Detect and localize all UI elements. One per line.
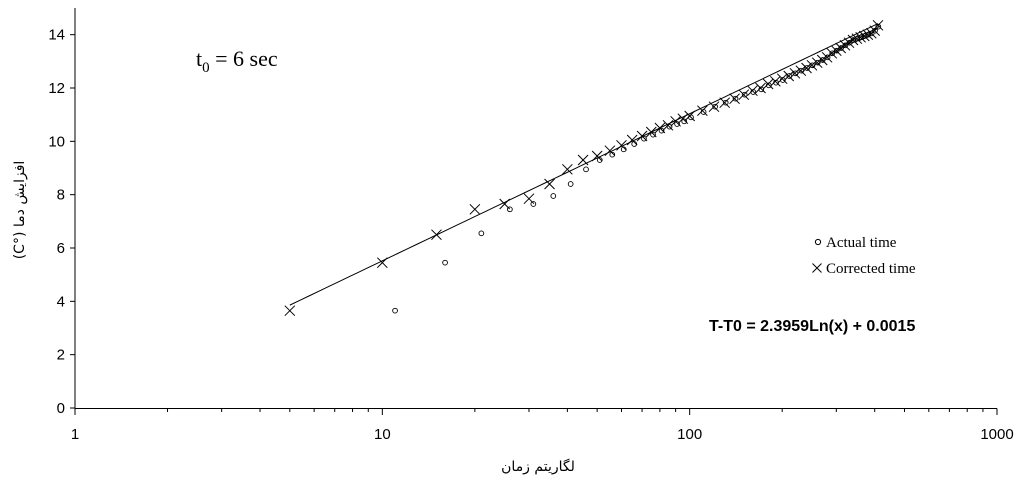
corrected-time-point <box>851 33 863 45</box>
corrected-time-point <box>806 59 818 71</box>
actual-time-point <box>478 230 485 237</box>
corrected-time-point <box>847 34 859 46</box>
corrected-time-point <box>431 229 442 241</box>
y-tick-label: 8 <box>57 187 65 204</box>
trendline <box>289 23 879 306</box>
corrected-time-point <box>816 54 828 66</box>
legend-label-corrected-time: Corrected time <box>826 261 916 277</box>
legend-label-actual-time: Actual time <box>826 235 897 251</box>
y-tick-label: 10 <box>48 133 65 150</box>
corrected-time-point <box>738 89 750 101</box>
corrected-time-point <box>862 29 874 41</box>
corrected-time-point <box>376 257 388 269</box>
actual-time-point <box>392 307 398 314</box>
x-tick-label: 100 <box>677 426 702 443</box>
corrected-time-point <box>811 57 823 69</box>
corrected-time-point <box>677 113 689 125</box>
legend: Actual time Corrected time <box>812 235 916 277</box>
y-tick-label: 12 <box>48 80 65 97</box>
annotation-base: t <box>196 46 202 71</box>
x-tick-label: 10 <box>374 426 391 443</box>
actual-time-point <box>829 50 836 57</box>
corrected-time-point <box>645 126 657 138</box>
corrected-time-point <box>708 101 720 113</box>
actual-time-point <box>583 166 589 173</box>
trendline-equation: T-T0 = 2.3959Ln(x) + 0.0015 <box>709 318 915 335</box>
corrected-time-point <box>762 78 774 90</box>
corrected-time-point <box>729 93 740 105</box>
corrected-time-point <box>544 178 555 190</box>
corrected-time-point <box>755 82 766 94</box>
corrected-time-point <box>499 198 510 210</box>
actual-time-point <box>650 131 656 138</box>
corrected-time-point <box>562 163 573 175</box>
x-tick-label: 1000 <box>980 426 1013 443</box>
corrected-time-point <box>577 154 589 166</box>
plot-axes <box>74 8 997 409</box>
corrected-time-point <box>523 193 535 205</box>
actual-time-point <box>641 135 647 142</box>
series-corrected-time <box>284 19 884 317</box>
corrected-time-point <box>591 150 603 162</box>
y-tick-label: 0 <box>57 400 65 417</box>
actual-time-point <box>712 103 718 110</box>
y-tick-label: 2 <box>57 347 65 364</box>
y-tick-label: 4 <box>57 293 65 310</box>
annotation-t0: t0 = 6 sec <box>196 46 278 76</box>
actual-time-point <box>596 157 603 163</box>
corrected-time-point <box>769 75 781 87</box>
actual-time-point <box>875 23 882 30</box>
corrected-time-point <box>719 97 731 109</box>
x-axis-title: لگاریتم زمان <box>501 458 575 475</box>
corrected-time-point <box>869 25 881 37</box>
annotation-rest: = 6 sec <box>210 46 278 71</box>
actual-time-point <box>550 193 557 199</box>
legend-marker-corrected-time <box>812 263 822 273</box>
corrected-time-point <box>783 70 795 82</box>
actual-time-point <box>567 181 574 187</box>
actual-time-point <box>722 99 729 106</box>
corrected-time-point <box>469 203 481 215</box>
corrected-time-point <box>284 305 296 317</box>
x-axis-ticks: 1 10 100 1000 <box>71 408 1014 443</box>
y-tick-label: 6 <box>57 240 65 257</box>
corrected-time-point <box>684 110 696 122</box>
actual-time-point <box>442 259 448 266</box>
actual-time-point <box>658 127 665 134</box>
actual-time-point <box>609 151 616 158</box>
y-axis-title: افزایش دما (°C) <box>12 161 28 260</box>
x-tick-label: 1 <box>71 426 79 443</box>
corrected-time-point <box>616 139 627 151</box>
corrected-time-point <box>697 105 708 117</box>
corrected-time-point <box>801 62 812 74</box>
actual-time-point <box>674 121 680 127</box>
actual-time-point <box>681 118 688 125</box>
corrected-time-point <box>855 31 866 43</box>
corrected-time-point <box>662 119 674 131</box>
corrected-time-point <box>872 19 884 31</box>
legend-marker-actual-time <box>814 238 822 246</box>
corrected-time-point <box>858 30 870 42</box>
y-axis-ticks: 0 2 4 6 8 10 12 14 <box>48 27 75 417</box>
corrected-time-point <box>654 122 666 134</box>
corrected-time-point <box>795 65 807 77</box>
y-tick-label: 14 <box>48 27 65 44</box>
corrected-time-point <box>789 67 801 79</box>
actual-time-point <box>741 91 748 98</box>
actual-time-point <box>507 206 513 213</box>
corrected-time-point <box>636 130 648 142</box>
corrected-time-point <box>747 85 758 97</box>
annotation-subscript: 0 <box>202 60 210 76</box>
actual-time-point <box>732 95 739 102</box>
corrected-time-point <box>670 115 681 127</box>
corrected-time-point <box>626 134 638 146</box>
corrected-time-point <box>604 145 616 157</box>
actual-time-point <box>530 201 537 207</box>
corrected-time-point <box>776 73 788 85</box>
